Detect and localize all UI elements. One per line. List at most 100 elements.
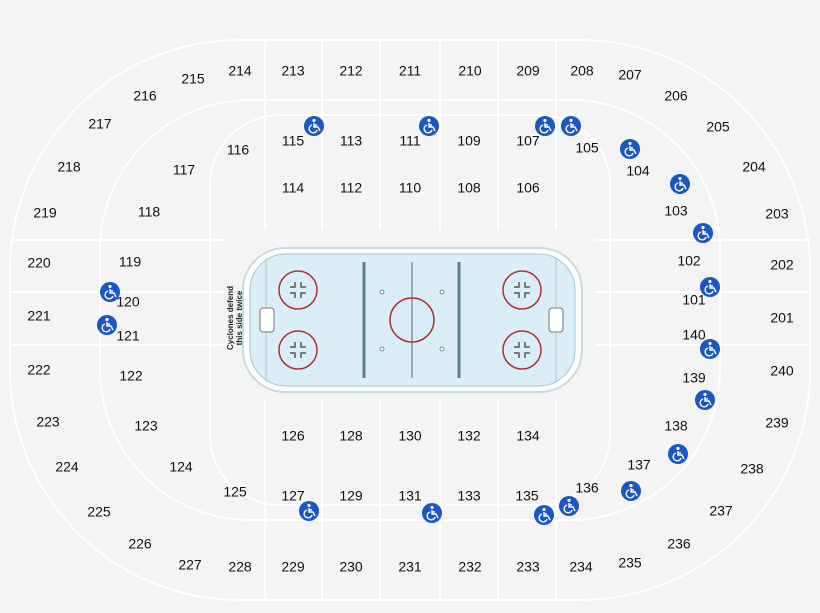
section-label: 127: [281, 488, 305, 504]
faceoff-circle: [502, 270, 542, 310]
rink-note-line: Cyclones defend: [226, 286, 235, 350]
icon-head: [629, 483, 633, 488]
section-label: 229: [281, 559, 305, 575]
accessible-icon: [695, 390, 715, 410]
section-label: 132: [457, 428, 481, 444]
section-label: 130: [398, 428, 422, 444]
section-label: 139: [682, 370, 706, 386]
center-circle: [389, 297, 435, 343]
section-label: 117: [173, 162, 196, 178]
section-label: 109: [457, 133, 481, 149]
accessible-icon: [100, 282, 120, 302]
section-label: 203: [765, 206, 789, 222]
section-label: 102: [677, 253, 701, 269]
section-label: 218: [57, 159, 81, 175]
section-label: 224: [55, 459, 79, 475]
accessible-icon: [700, 277, 720, 297]
rink-note-line: this side twice: [235, 290, 244, 345]
section-label: 207: [618, 67, 642, 83]
section-label: 140: [682, 327, 706, 343]
section-label: 232: [458, 559, 482, 575]
section-label: 231: [398, 559, 422, 575]
faceoff-circle: [502, 330, 542, 370]
icon-figure: [699, 397, 712, 408]
section-label: 131: [398, 488, 422, 504]
icon-head: [567, 498, 571, 503]
section-label: 209: [516, 63, 540, 79]
icon-head: [569, 118, 573, 123]
section-label: 228: [228, 559, 252, 575]
icon-figure: [426, 510, 439, 521]
icon-figure: [563, 503, 576, 514]
icon-figure: [104, 289, 117, 300]
section-label: 101: [682, 292, 706, 308]
section-label: 211: [399, 63, 422, 79]
accessible-icon: [561, 116, 581, 136]
icon-head: [427, 118, 431, 123]
faceoff-hash: [290, 342, 306, 358]
section-label: 230: [339, 559, 363, 575]
section-label: 220: [27, 255, 51, 271]
section-label: 239: [765, 415, 789, 431]
section-label: 106: [516, 180, 540, 196]
accessible-icon: [670, 174, 690, 194]
section-label: 116: [227, 142, 250, 158]
faceoff-dot: [379, 289, 385, 295]
middle-ring: [99, 99, 721, 521]
rink: Cyclones defendthis side twice: [226, 247, 583, 393]
accessible-icon: [422, 503, 442, 523]
faceoff-circle: [278, 330, 318, 370]
goal-crease: [259, 307, 275, 333]
inner-ring: [209, 114, 611, 506]
section-label: 108: [457, 180, 481, 196]
section-label: 112: [340, 180, 363, 196]
section-label: 124: [169, 459, 193, 475]
icon-figure: [303, 508, 316, 519]
accessible-icon: [621, 481, 641, 501]
icon-figure: [697, 230, 710, 241]
section-label: 113: [340, 133, 363, 149]
icon-head: [628, 141, 632, 146]
section-label: 235: [618, 555, 642, 571]
icon-figure: [538, 512, 551, 523]
section-label: 136: [575, 480, 599, 496]
section-label: 115: [282, 133, 305, 149]
section-label: 128: [339, 428, 363, 444]
outer-ring: [9, 39, 811, 601]
section-label: 110: [399, 180, 422, 196]
section-label: 226: [128, 536, 152, 552]
icon-figure: [704, 284, 717, 295]
section-label: 119: [119, 254, 142, 270]
section-label: 120: [116, 294, 140, 310]
section-label: 111: [399, 133, 420, 149]
icon-figure: [625, 488, 638, 499]
icon-head: [701, 225, 705, 230]
section-label: 236: [667, 536, 691, 552]
icon-head: [108, 284, 112, 289]
icon-figure: [565, 123, 578, 134]
section-label: 216: [133, 88, 157, 104]
section-label: 219: [33, 205, 57, 221]
section-label: 133: [457, 488, 481, 504]
icon-figure: [423, 123, 436, 134]
rink-note: Cyclones defendthis side twice: [226, 286, 244, 350]
section-label: 104: [626, 163, 650, 179]
faceoff-dot: [439, 346, 445, 352]
icon-head: [307, 503, 311, 508]
section-label: 137: [627, 457, 651, 473]
accessible-icon: [693, 223, 713, 243]
section-label: 206: [664, 88, 688, 104]
section-label: 238: [740, 461, 764, 477]
section-label: 126: [281, 428, 305, 444]
icon-head: [542, 507, 546, 512]
accessible-icon: [620, 139, 640, 159]
section-label: 227: [178, 557, 202, 573]
faceoff-dot: [439, 289, 445, 295]
section-label: 221: [27, 308, 51, 324]
icon-head: [312, 118, 316, 123]
section-label: 223: [36, 414, 60, 430]
icon-figure: [308, 123, 321, 134]
icon-head: [708, 341, 712, 346]
section-labels: 214 213 212 211 210 209 208 207 206 205 204 203 202 2…: [27, 63, 794, 575]
section-label: 114: [282, 180, 305, 196]
